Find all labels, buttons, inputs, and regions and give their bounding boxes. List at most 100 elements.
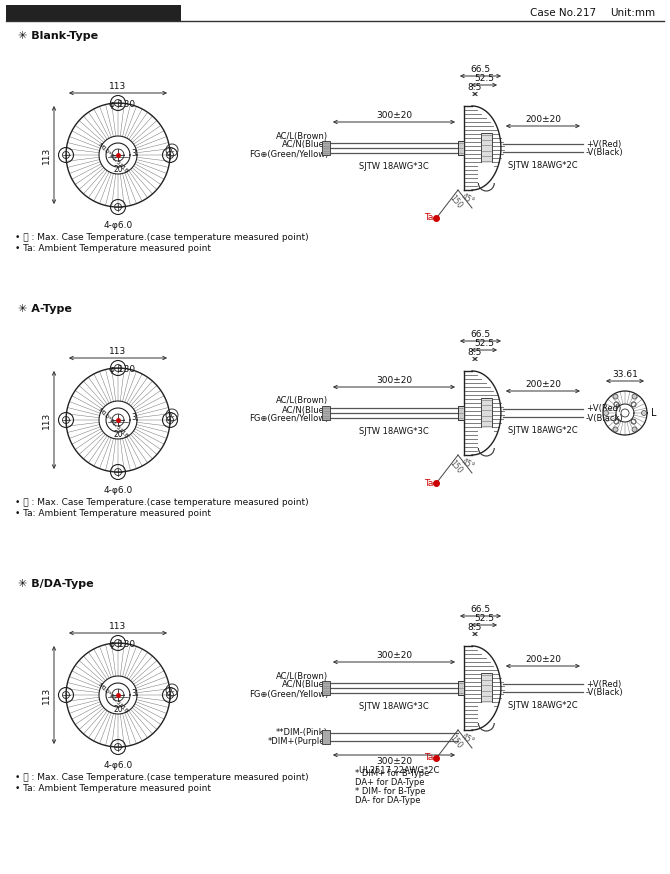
- Bar: [480, 133, 492, 163]
- Text: 200±20: 200±20: [525, 655, 561, 664]
- Text: 200±20: 200±20: [525, 380, 561, 389]
- Text: 113: 113: [109, 622, 127, 631]
- Circle shape: [613, 394, 618, 399]
- Text: AC/L(Brown): AC/L(Brown): [276, 671, 328, 681]
- Text: ✳ A-Type: ✳ A-Type: [18, 304, 72, 314]
- Text: 20: 20: [113, 165, 123, 174]
- Text: 4-φ6.0: 4-φ6.0: [103, 486, 133, 495]
- Text: DA+ for DA-Type: DA+ for DA-Type: [355, 778, 425, 787]
- Text: FG⊕(Green/Yellow): FG⊕(Green/Yellow): [249, 149, 328, 158]
- Text: 52.5: 52.5: [474, 74, 494, 83]
- Bar: [478, 163, 494, 183]
- Text: 52.5: 52.5: [474, 339, 494, 348]
- Bar: [480, 398, 492, 428]
- Text: 66.5: 66.5: [470, 605, 490, 614]
- Text: MECHANICAL SPECIFICATION: MECHANICAL SPECIFICATION: [9, 6, 210, 19]
- Text: -V(Black): -V(Black): [586, 149, 624, 157]
- Text: 200±20: 200±20: [525, 115, 561, 124]
- Text: 150: 150: [448, 459, 464, 475]
- Text: 150: 150: [448, 733, 464, 751]
- Text: 300±20: 300±20: [376, 757, 412, 766]
- Text: L: L: [651, 408, 657, 418]
- Text: FG⊕(Green/Yellow): FG⊕(Green/Yellow): [249, 414, 328, 424]
- Text: SJTW 18AWG*2C: SJTW 18AWG*2C: [508, 701, 578, 710]
- Text: 33.61: 33.61: [612, 370, 638, 379]
- Text: +V(Red): +V(Red): [586, 405, 621, 413]
- Text: Case No.217: Case No.217: [530, 8, 596, 18]
- Text: **DIM-(Pink): **DIM-(Pink): [276, 729, 328, 738]
- Text: φ 130: φ 130: [109, 100, 135, 109]
- Text: 300±20: 300±20: [376, 111, 412, 120]
- Text: 150: 150: [448, 193, 464, 211]
- Text: ✳ Blank-Type: ✳ Blank-Type: [18, 31, 98, 41]
- Text: SJTW 18AWG*3C: SJTW 18AWG*3C: [359, 162, 429, 171]
- Text: 300±20: 300±20: [376, 376, 412, 385]
- Text: Ta: Ta: [423, 213, 433, 223]
- Text: AC/N(Blue): AC/N(Blue): [282, 141, 328, 149]
- Text: φ 130: φ 130: [109, 640, 135, 649]
- Text: 4-φ6.0: 4-φ6.0: [103, 761, 133, 770]
- Text: 20: 20: [113, 705, 123, 714]
- Text: ✳ B/DA-Type: ✳ B/DA-Type: [18, 579, 94, 589]
- Bar: [322, 141, 330, 155]
- Text: Ta: Ta: [423, 478, 433, 488]
- Text: 300±20: 300±20: [376, 651, 412, 660]
- Text: • Ta: Ambient Temperature measured point: • Ta: Ambient Temperature measured point: [15, 244, 211, 253]
- Text: -V(Black): -V(Black): [586, 413, 624, 422]
- Text: 113: 113: [109, 82, 127, 91]
- Text: 20: 20: [113, 430, 123, 439]
- Text: 66.5: 66.5: [470, 65, 490, 74]
- Circle shape: [632, 427, 637, 432]
- Text: 3: 3: [131, 149, 136, 157]
- Text: SJTW 18AWG*3C: SJTW 18AWG*3C: [359, 427, 429, 436]
- Text: 52.5: 52.5: [474, 614, 494, 623]
- Text: 8.5: 8.5: [468, 83, 482, 92]
- Text: 3: 3: [131, 689, 136, 697]
- Text: 8.5: 8.5: [468, 348, 482, 357]
- Bar: [322, 730, 330, 744]
- Text: SJTW 18AWG*3C: SJTW 18AWG*3C: [359, 702, 429, 711]
- Text: AC/N(Blue): AC/N(Blue): [282, 406, 328, 414]
- Bar: [322, 681, 330, 695]
- Text: Unit:mm: Unit:mm: [610, 8, 655, 18]
- Text: Ta: Ta: [423, 753, 433, 762]
- Text: 113: 113: [42, 686, 51, 704]
- Text: φ 130: φ 130: [109, 365, 135, 374]
- Text: • Ⓣ : Max. Case Temperature.(case temperature measured point): • Ⓣ : Max. Case Temperature.(case temper…: [15, 773, 309, 782]
- Text: tc: tc: [169, 412, 176, 418]
- Text: 113: 113: [42, 412, 51, 428]
- Bar: [6, 5, 181, 21]
- Circle shape: [641, 411, 647, 415]
- Bar: [322, 406, 330, 420]
- Text: M10*P1.5*18: M10*P1.5*18: [97, 682, 129, 714]
- Text: * DIM+ for B-Type: * DIM+ for B-Type: [355, 769, 429, 778]
- Text: UL2517 22AWG*2C: UL2517 22AWG*2C: [359, 766, 440, 775]
- Text: AC/L(Brown): AC/L(Brown): [276, 131, 328, 141]
- Text: • Ta: Ambient Temperature measured point: • Ta: Ambient Temperature measured point: [15, 784, 211, 793]
- Text: • Ⓣ : Max. Case Temperature.(case temperature measured point): • Ⓣ : Max. Case Temperature.(case temper…: [15, 498, 309, 507]
- Circle shape: [613, 427, 618, 432]
- Text: 4-φ6.0: 4-φ6.0: [103, 221, 133, 230]
- Text: 66.5: 66.5: [470, 330, 490, 339]
- Text: M10*P1.5*18: M10*P1.5*18: [97, 142, 129, 174]
- Circle shape: [632, 394, 637, 399]
- Text: 8.5: 8.5: [468, 623, 482, 632]
- Text: M10*P1.5*18: M10*P1.5*18: [97, 407, 129, 439]
- Text: +V(Red): +V(Red): [586, 140, 621, 149]
- Text: tc: tc: [169, 147, 176, 153]
- Text: 45°: 45°: [460, 191, 476, 206]
- Text: AC/L(Brown): AC/L(Brown): [276, 397, 328, 406]
- Text: • Ⓣ : Max. Case Temperature.(case temperature measured point): • Ⓣ : Max. Case Temperature.(case temper…: [15, 233, 309, 242]
- Text: DA- for DA-Type: DA- for DA-Type: [355, 796, 421, 805]
- Text: 113: 113: [42, 146, 51, 163]
- Bar: [478, 428, 494, 448]
- Text: +V(Red): +V(Red): [586, 679, 621, 689]
- Text: FG⊕(Green/Yellow): FG⊕(Green/Yellow): [249, 690, 328, 698]
- Text: -V(Black): -V(Black): [586, 689, 624, 697]
- Text: AC/N(Blue): AC/N(Blue): [282, 681, 328, 690]
- Bar: [480, 673, 492, 703]
- Text: 113: 113: [109, 347, 127, 356]
- Text: 45°: 45°: [460, 732, 476, 746]
- Text: • Ta: Ambient Temperature measured point: • Ta: Ambient Temperature measured point: [15, 509, 211, 518]
- Circle shape: [604, 411, 608, 415]
